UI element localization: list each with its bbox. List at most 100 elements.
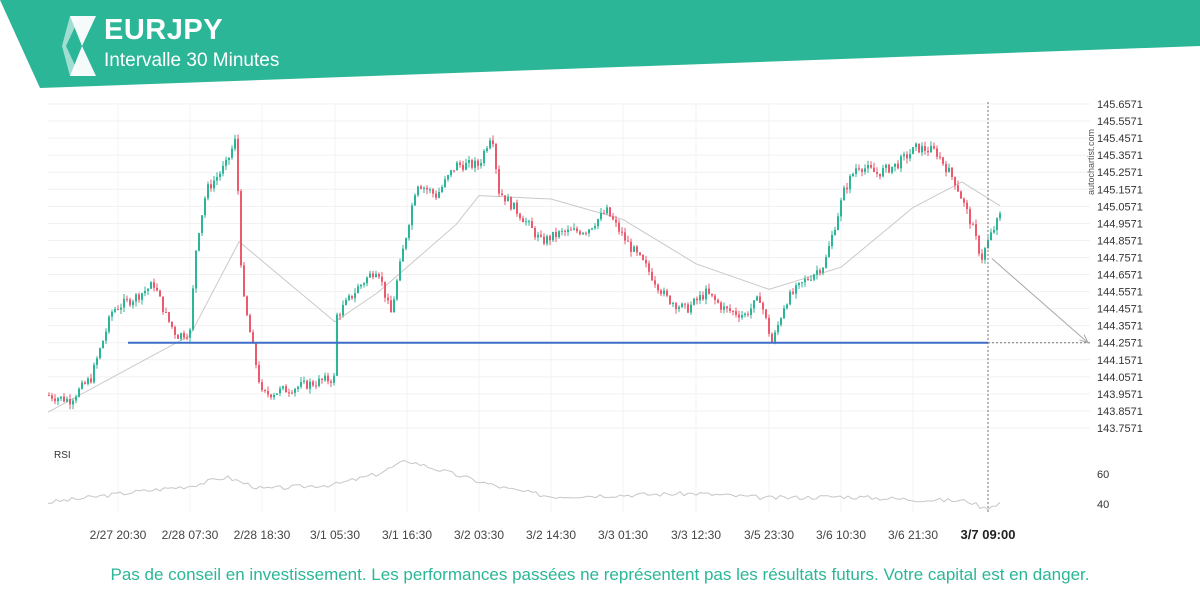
candle-down — [243, 262, 245, 298]
candle-body — [336, 314, 338, 376]
candle-down — [870, 161, 872, 169]
candle-down — [618, 219, 620, 235]
candle-body — [489, 140, 491, 149]
candle-up — [318, 375, 320, 388]
candle-up — [429, 187, 431, 194]
candle-body — [57, 398, 59, 402]
candle-up — [864, 164, 866, 175]
candle-body — [54, 398, 56, 402]
candle-body — [90, 378, 92, 383]
candle-body — [603, 212, 605, 214]
candle-body — [981, 253, 983, 260]
candle-body — [108, 316, 110, 332]
candle-body — [969, 209, 971, 225]
candle-body — [621, 231, 623, 233]
candle-down — [981, 249, 983, 264]
price-tick-label: 143.9571 — [1097, 389, 1143, 401]
candle-body — [789, 291, 791, 305]
candle-down — [153, 278, 155, 292]
candle-body — [837, 216, 839, 230]
candle-up — [783, 305, 785, 319]
candle-up — [180, 332, 182, 341]
candle-down — [735, 307, 737, 318]
candle-body — [201, 215, 203, 234]
candle-body — [537, 234, 539, 238]
candle-up — [450, 169, 452, 178]
candle-up — [207, 181, 209, 201]
candle-down — [771, 332, 773, 344]
price-tick-label: 143.7571 — [1097, 423, 1143, 435]
candle-down — [162, 296, 164, 315]
time-tick-label: 3/2 14:30 — [526, 528, 576, 542]
candle-up — [825, 254, 827, 269]
candle-down — [564, 229, 566, 237]
symbol-title: EURJPY — [104, 14, 224, 46]
candle-up — [900, 154, 902, 173]
candle-body — [588, 229, 590, 234]
candle-body — [585, 232, 587, 234]
candle-body — [204, 198, 206, 216]
candle-body — [807, 279, 809, 281]
candle-body — [651, 271, 653, 281]
candle-up — [867, 160, 869, 173]
candle-body — [501, 193, 503, 196]
candle-down — [615, 215, 617, 228]
candle-down — [876, 167, 878, 178]
candle-up — [60, 396, 62, 401]
candle-up — [111, 309, 113, 321]
candle-body — [954, 176, 956, 186]
candle-body — [471, 160, 473, 168]
candle-up — [276, 393, 278, 396]
candle-body — [972, 224, 974, 226]
candle-down — [129, 297, 131, 307]
candle-body — [132, 301, 134, 306]
price-tick-label: 145.5571 — [1097, 116, 1143, 128]
candle-down — [960, 190, 962, 199]
candle-down — [171, 321, 173, 329]
candle-body — [753, 300, 755, 309]
candle-body — [666, 290, 668, 296]
time-tick-label: 3/3 12:30 — [671, 528, 721, 542]
price-tick-label: 144.9571 — [1097, 218, 1143, 230]
candle-down — [258, 361, 260, 384]
candle-body — [738, 314, 740, 318]
candle-body — [393, 299, 395, 313]
candle-up — [357, 283, 359, 294]
candle-up — [606, 204, 608, 215]
candle-body — [225, 159, 227, 166]
candle-body — [324, 375, 326, 381]
candle-up — [528, 219, 530, 226]
candle-body — [525, 221, 527, 223]
candle-up — [336, 312, 338, 377]
candle-body — [780, 318, 782, 325]
candle-body — [348, 295, 350, 300]
candle-up — [804, 275, 806, 287]
candle-up — [909, 149, 911, 162]
candle-up — [417, 185, 419, 197]
time-tick-label: 2/28 18:30 — [234, 528, 291, 542]
candle-down — [954, 176, 956, 190]
price-tick-label: 144.6571 — [1097, 270, 1143, 282]
candle-body — [534, 227, 536, 238]
candle-down — [858, 164, 860, 172]
candle-down — [603, 209, 605, 215]
candle-down — [270, 393, 272, 400]
candle-down — [711, 293, 713, 298]
candle-down — [249, 313, 251, 333]
candle-up — [405, 237, 407, 251]
candle-up — [354, 288, 356, 303]
candle-up — [582, 231, 584, 235]
candle-up — [843, 185, 845, 201]
candle-up — [114, 306, 116, 314]
candle-up — [837, 212, 839, 231]
candle-body — [750, 308, 752, 315]
candle-body — [951, 167, 953, 177]
candle-up — [105, 328, 107, 345]
candle-body — [540, 234, 542, 237]
candle-body — [522, 218, 524, 223]
candle-down — [351, 295, 353, 301]
candle-up — [723, 302, 725, 314]
candle-body — [267, 391, 269, 395]
candle-body — [111, 311, 113, 317]
candle-body — [420, 186, 422, 189]
